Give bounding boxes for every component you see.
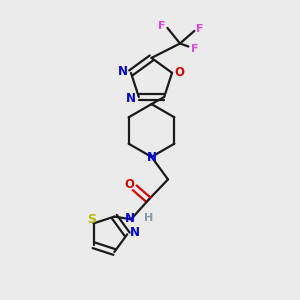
Text: F: F bbox=[191, 44, 198, 54]
Text: N: N bbox=[118, 64, 128, 77]
Text: N: N bbox=[147, 151, 157, 164]
Text: N: N bbox=[130, 226, 140, 239]
Text: O: O bbox=[124, 178, 134, 191]
Text: S: S bbox=[88, 213, 97, 226]
Text: N: N bbox=[126, 92, 136, 105]
Text: H: H bbox=[145, 213, 154, 224]
Text: F: F bbox=[196, 24, 204, 34]
Text: N: N bbox=[124, 212, 135, 225]
Text: F: F bbox=[158, 21, 166, 32]
Text: O: O bbox=[175, 66, 184, 79]
